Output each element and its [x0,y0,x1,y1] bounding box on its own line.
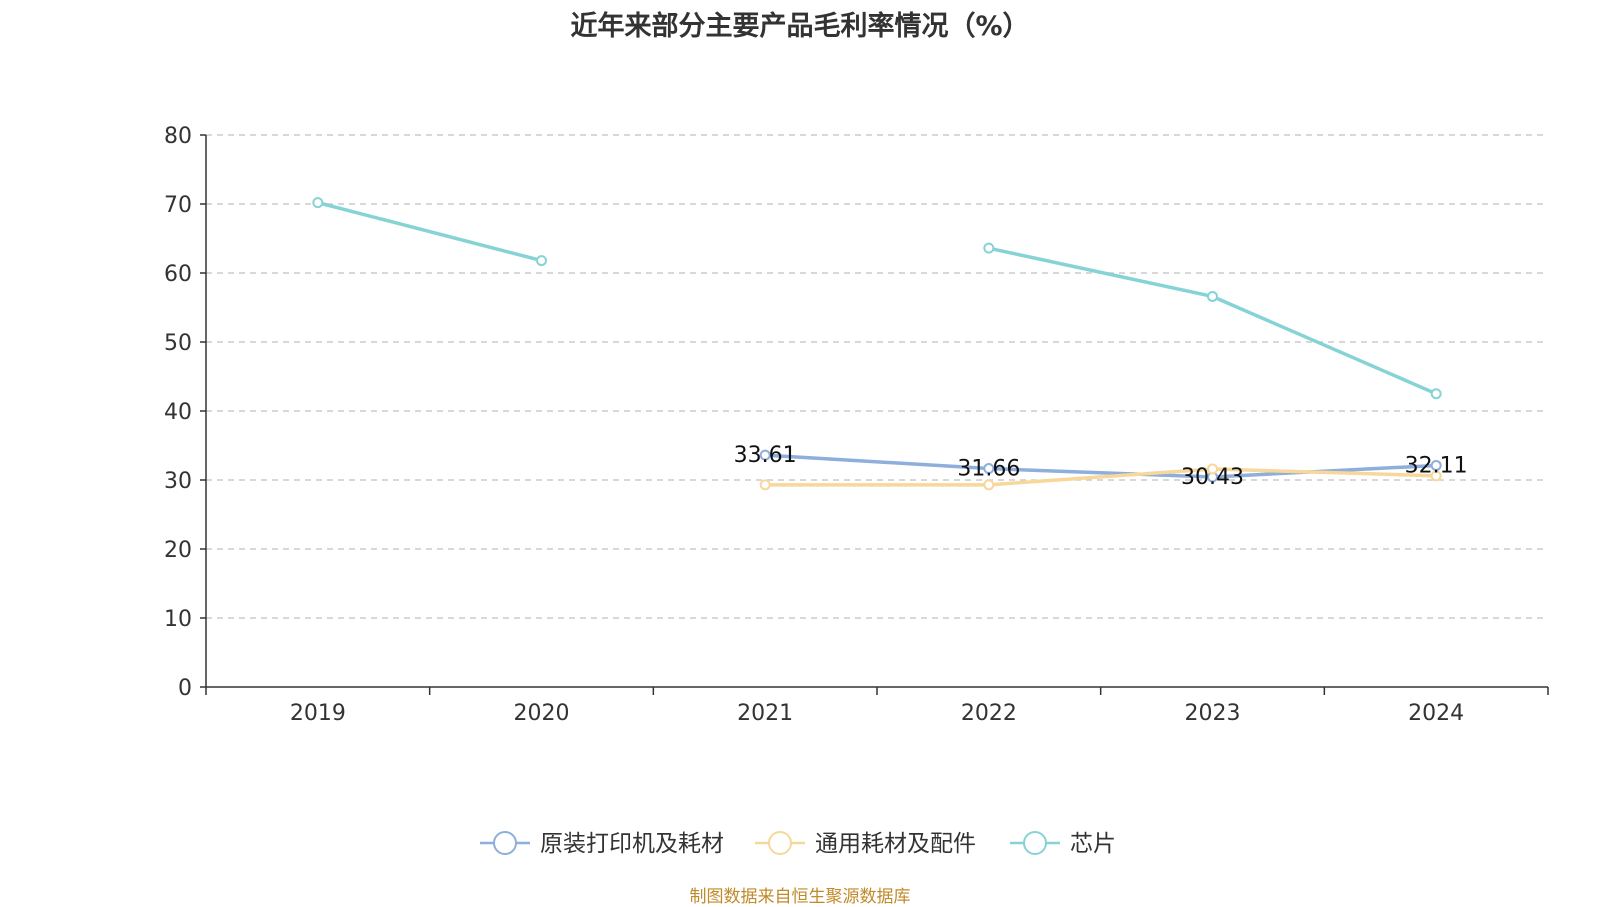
x-tick-label: 2023 [1185,701,1241,726]
legend-label: 原装打印机及耗材 [540,831,724,857]
x-tick-label: 2021 [737,701,793,726]
series-point-1 [983,479,995,491]
series-line-1 [765,467,1437,487]
data-label: 33.61 [734,443,797,468]
series-point-0 [1430,459,1442,471]
legend-label: 芯片 [1070,831,1116,857]
label-layer: 33.61 31.66 30.43 32.11 [734,443,1468,490]
series-point-1 [1430,470,1442,482]
legend-label: 通用耗材及配件 [815,831,976,857]
legend-item-2: 芯片 [1010,831,1116,857]
grid-layer [206,134,1548,619]
y-tick-label: 30 [164,469,192,494]
series-line-2 [317,200,542,263]
legend: 原装打印机及耗材 通用耗材及配件 芯片 [480,831,1116,857]
y-tick-label: 40 [164,400,192,425]
legend-marker [1023,831,1047,855]
legend-marker [493,831,517,855]
chart-title: 近年来部分主要产品毛利率情况（%） [570,11,1030,42]
y-tick-label: 10 [164,607,192,632]
series-point-1 [1207,463,1218,475]
y-tick-label: 70 [164,193,192,218]
series-point-2 [1430,388,1442,400]
x-tick-label: 2024 [1408,701,1464,726]
series-line-2 [988,246,1437,396]
series-point-2 [1207,290,1218,302]
data-label: 30.43 [1181,465,1244,490]
series-point-0 [759,449,771,461]
series-point-2 [312,197,324,209]
series-point-2 [983,242,995,254]
axis-layer: 0 10 20 30 40 50 60 70 80 2019 2020 2021 2022 2023 202… [164,124,1549,726]
legend-item-0: 原装打印机及耗材 [480,831,724,857]
x-tick-label: 2020 [514,701,570,726]
data-label: 31.66 [957,457,1020,482]
series-point-2 [536,255,547,267]
legend-item-1: 通用耗材及配件 [755,831,976,857]
series-point-1 [759,479,771,491]
y-tick-label: 80 [164,124,192,149]
y-tick-label: 50 [164,331,192,356]
x-tick-label: 2019 [290,701,346,726]
series-point-0 [983,463,995,475]
series-layer [312,197,1442,491]
y-tick-label: 0 [178,676,192,701]
legend-marker [768,831,792,855]
y-tick-label: 60 [164,262,192,287]
y-tick-label: 20 [164,538,192,563]
x-tick-label: 2022 [961,701,1017,726]
data-label: 32.11 [1405,453,1468,478]
source-note: 制图数据来自恒生聚源数据库 [689,887,911,907]
